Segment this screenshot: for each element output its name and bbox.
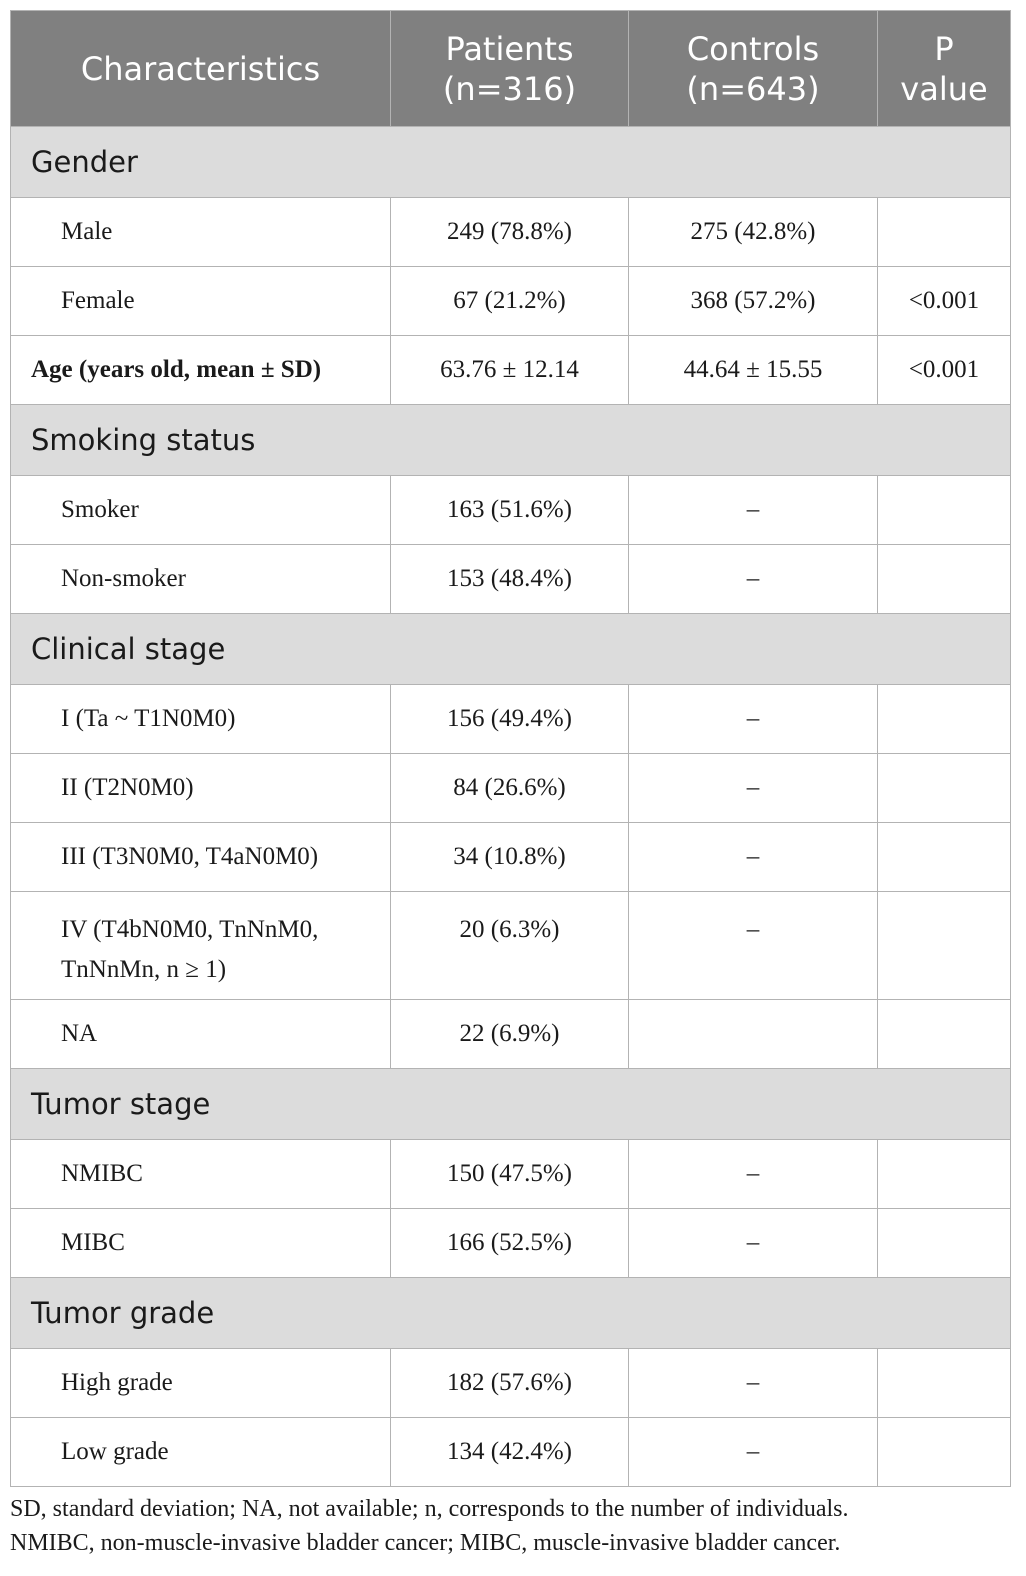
- row-label: NA: [10, 999, 391, 1069]
- characteristics-table: Characteristics Patients (n=316) Control…: [10, 10, 1011, 1487]
- footnote-line: SD, standard deviation; NA, not availabl…: [10, 1496, 849, 1522]
- table-row: Low grade 134 (42.4%) –: [10, 1417, 1011, 1487]
- table-row: High grade 182 (57.6%) –: [10, 1348, 1011, 1418]
- header-characteristics: Characteristics: [10, 10, 391, 127]
- row-label: Low grade: [10, 1417, 391, 1487]
- p-value-cell: [877, 197, 1011, 267]
- row-label: Male: [10, 197, 391, 267]
- controls-cell: –: [628, 1348, 878, 1418]
- section-label: Gender: [10, 126, 1011, 198]
- header-p-value: P value: [877, 10, 1011, 127]
- controls-cell: –: [628, 891, 878, 1000]
- section-label: Smoking status: [10, 404, 1011, 476]
- header-row: Characteristics Patients (n=316) Control…: [10, 10, 1011, 127]
- p-value-cell: [877, 544, 1011, 614]
- header-controls: Controls (n=643): [628, 10, 878, 127]
- table-row: III (T3N0M0, T4aN0M0) 34 (10.8%) –: [10, 822, 1011, 892]
- patients-cell: 84 (26.6%): [390, 753, 629, 823]
- table-row: IV (T4bN0M0, TnNnM0, TnNnMn, n ≥ 1) 20 (…: [10, 891, 1011, 1000]
- controls-cell: 44.64 ± 15.55: [628, 335, 878, 405]
- row-label: Age (years old, mean ± SD): [10, 335, 391, 405]
- patients-cell: 153 (48.4%): [390, 544, 629, 614]
- table-row: Male 249 (78.8%) 275 (42.8%): [10, 197, 1011, 267]
- table-row: Smoker 163 (51.6%) –: [10, 475, 1011, 545]
- patients-cell: 182 (57.6%): [390, 1348, 629, 1418]
- patients-cell: 22 (6.9%): [390, 999, 629, 1069]
- controls-cell: –: [628, 544, 878, 614]
- patients-cell: 20 (6.3%): [390, 891, 629, 1000]
- header-controls-text: Controls (n=643): [686, 29, 820, 108]
- section-label: Clinical stage: [10, 613, 1011, 685]
- row-label-line: IV (T4bN0M0, TnNnM0,: [61, 916, 319, 943]
- controls-cell: [628, 999, 878, 1069]
- header-patients: Patients (n=316): [390, 10, 629, 127]
- table-row: Age (years old, mean ± SD) 63.76 ± 12.14…: [10, 335, 1011, 405]
- patients-cell: 134 (42.4%): [390, 1417, 629, 1487]
- header-patients-text: Patients (n=316): [442, 29, 577, 108]
- row-label-line: TnNnMn, n ≥ 1): [61, 956, 227, 983]
- controls-cell: –: [628, 1139, 878, 1209]
- row-label: IV (T4bN0M0, TnNnM0, TnNnMn, n ≥ 1): [10, 891, 391, 1000]
- patients-cell: 150 (47.5%): [390, 1139, 629, 1209]
- section-label: Tumor grade: [10, 1277, 1011, 1349]
- table-row: MIBC 166 (52.5%) –: [10, 1208, 1011, 1278]
- p-value-cell: <0.001: [877, 266, 1011, 336]
- table-row: Female 67 (21.2%) 368 (57.2%) <0.001: [10, 266, 1011, 336]
- row-label: Female: [10, 266, 391, 336]
- patients-cell: 163 (51.6%): [390, 475, 629, 545]
- patients-cell: 34 (10.8%): [390, 822, 629, 892]
- row-label: III (T3N0M0, T4aN0M0): [10, 822, 391, 892]
- p-value-cell: [877, 753, 1011, 823]
- controls-cell: –: [628, 753, 878, 823]
- section-tumor-stage: Tumor stage: [10, 1068, 1011, 1140]
- p-value-cell: [877, 1208, 1011, 1278]
- p-value-cell: [877, 1417, 1011, 1487]
- section-gender: Gender: [10, 126, 1011, 198]
- patients-cell: 63.76 ± 12.14: [390, 335, 629, 405]
- patients-cell: 156 (49.4%): [390, 684, 629, 754]
- footnote-line: NMIBC, non-muscle-invasive bladder cance…: [10, 1530, 841, 1556]
- controls-cell: –: [628, 1208, 878, 1278]
- row-label: MIBC: [10, 1208, 391, 1278]
- patients-cell: 67 (21.2%): [390, 266, 629, 336]
- controls-cell: 275 (42.8%): [628, 197, 878, 267]
- section-label: Tumor stage: [10, 1068, 1011, 1140]
- p-value-cell: <0.001: [877, 335, 1011, 405]
- controls-cell: –: [628, 1417, 878, 1487]
- table-footnote: SD, standard deviation; NA, not availabl…: [10, 1492, 1010, 1560]
- section-tumor-grade: Tumor grade: [10, 1277, 1011, 1349]
- patients-cell: 249 (78.8%): [390, 197, 629, 267]
- p-value-cell: [877, 999, 1011, 1069]
- row-label: Non-smoker: [10, 544, 391, 614]
- p-value-cell: [877, 891, 1011, 1000]
- p-value-cell: [877, 684, 1011, 754]
- row-label: I (Ta ~ T1N0M0): [10, 684, 391, 754]
- table-row: NA 22 (6.9%): [10, 999, 1011, 1069]
- table-row: II (T2N0M0) 84 (26.6%) –: [10, 753, 1011, 823]
- controls-cell: –: [628, 475, 878, 545]
- table-row: I (Ta ~ T1N0M0) 156 (49.4%) –: [10, 684, 1011, 754]
- p-value-cell: [877, 822, 1011, 892]
- controls-cell: 368 (57.2%): [628, 266, 878, 336]
- controls-cell: –: [628, 684, 878, 754]
- row-label: Smoker: [10, 475, 391, 545]
- row-label: High grade: [10, 1348, 391, 1418]
- table-row: Non-smoker 153 (48.4%) –: [10, 544, 1011, 614]
- p-value-cell: [877, 1348, 1011, 1418]
- section-clinical-stage: Clinical stage: [10, 613, 1011, 685]
- controls-cell: –: [628, 822, 878, 892]
- p-value-cell: [877, 475, 1011, 545]
- row-label: II (T2N0M0): [10, 753, 391, 823]
- patients-cell: 166 (52.5%): [390, 1208, 629, 1278]
- header-p-value-text: P value: [900, 29, 988, 108]
- row-label: NMIBC: [10, 1139, 391, 1209]
- section-smoking-status: Smoking status: [10, 404, 1011, 476]
- table-row: NMIBC 150 (47.5%) –: [10, 1139, 1011, 1209]
- p-value-cell: [877, 1139, 1011, 1209]
